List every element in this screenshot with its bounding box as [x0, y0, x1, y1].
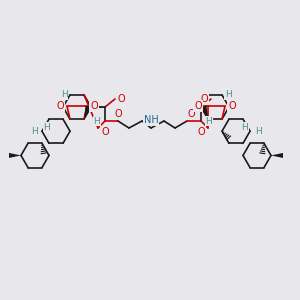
Text: O: O: [56, 101, 64, 111]
Text: H: H: [31, 127, 38, 136]
Text: H: H: [61, 90, 68, 99]
Text: H: H: [242, 123, 248, 132]
Text: O: O: [187, 109, 195, 119]
Polygon shape: [202, 105, 208, 119]
Text: O: O: [117, 94, 125, 104]
Polygon shape: [84, 105, 90, 119]
Text: O: O: [101, 127, 109, 137]
Text: O: O: [200, 94, 208, 104]
Polygon shape: [271, 153, 283, 158]
Text: H: H: [255, 127, 261, 136]
Text: H: H: [94, 116, 100, 125]
Text: O: O: [90, 101, 98, 111]
Text: O: O: [194, 101, 202, 111]
Text: H: H: [225, 90, 231, 99]
Polygon shape: [9, 153, 21, 158]
Text: H: H: [44, 123, 50, 132]
Polygon shape: [91, 105, 105, 109]
Text: NH: NH: [144, 115, 158, 125]
Text: O: O: [197, 127, 205, 137]
Text: O: O: [114, 109, 122, 119]
Text: O: O: [228, 101, 236, 111]
Text: H: H: [206, 116, 212, 125]
